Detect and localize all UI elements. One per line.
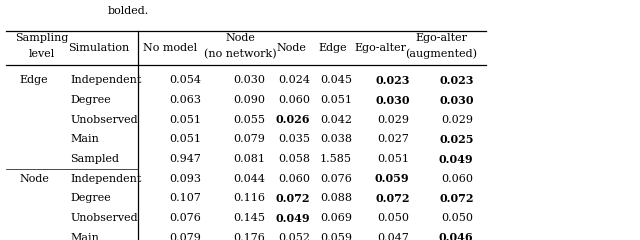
Text: 0.088: 0.088 [320, 193, 352, 204]
Text: 0.060: 0.060 [442, 174, 474, 184]
Text: 0.047: 0.047 [378, 233, 410, 240]
Text: Degree: Degree [70, 193, 111, 204]
Text: Degree: Degree [70, 95, 111, 105]
Text: 0.026: 0.026 [276, 114, 310, 125]
Text: 0.030: 0.030 [234, 75, 266, 85]
Text: Edge: Edge [319, 43, 347, 53]
Text: 0.051: 0.051 [170, 115, 202, 125]
Text: 0.051: 0.051 [170, 134, 202, 144]
Text: 0.044: 0.044 [234, 174, 266, 184]
Text: (augmented): (augmented) [406, 49, 477, 59]
Text: Unobserved: Unobserved [70, 213, 138, 223]
Text: 0.038: 0.038 [320, 134, 352, 144]
Text: 0.069: 0.069 [320, 213, 352, 223]
Text: Node: Node [19, 174, 49, 184]
Text: 0.049: 0.049 [439, 154, 474, 165]
Text: Simulation: Simulation [68, 43, 130, 53]
Text: 0.081: 0.081 [234, 154, 266, 164]
Text: 0.060: 0.060 [278, 95, 310, 105]
Text: 0.023: 0.023 [375, 75, 410, 86]
Text: 0.050: 0.050 [442, 213, 474, 223]
Text: 1.585: 1.585 [320, 154, 352, 164]
Text: 0.093: 0.093 [170, 174, 202, 184]
Text: 0.054: 0.054 [170, 75, 202, 85]
Text: 0.029: 0.029 [378, 115, 410, 125]
Text: 0.051: 0.051 [378, 154, 410, 164]
Text: 0.145: 0.145 [234, 213, 266, 223]
Text: 0.051: 0.051 [320, 95, 352, 105]
Text: Sampled: Sampled [70, 154, 120, 164]
Text: 0.046: 0.046 [439, 232, 474, 240]
Text: Ego-alter: Ego-alter [355, 43, 407, 53]
Text: 0.042: 0.042 [320, 115, 352, 125]
Text: 0.023: 0.023 [439, 75, 474, 86]
Text: 0.050: 0.050 [378, 213, 410, 223]
Text: 0.079: 0.079 [170, 233, 202, 240]
Text: 0.045: 0.045 [320, 75, 352, 85]
Text: Node: Node [276, 43, 306, 53]
Text: 0.025: 0.025 [439, 134, 474, 145]
Text: 0.052: 0.052 [278, 233, 310, 240]
Text: 0.947: 0.947 [170, 154, 202, 164]
Text: Node: Node [225, 33, 255, 43]
Text: 0.049: 0.049 [276, 213, 310, 224]
Text: 0.024: 0.024 [278, 75, 310, 85]
Text: Edge: Edge [19, 75, 48, 85]
Text: 0.107: 0.107 [170, 193, 202, 204]
Text: 0.030: 0.030 [375, 95, 410, 106]
Text: Independent: Independent [70, 174, 142, 184]
Text: 0.058: 0.058 [278, 154, 310, 164]
Text: 0.072: 0.072 [276, 193, 310, 204]
Text: 0.076: 0.076 [320, 174, 352, 184]
Text: 0.030: 0.030 [439, 95, 474, 106]
Text: Unobserved: Unobserved [70, 115, 138, 125]
Text: 0.072: 0.072 [375, 193, 410, 204]
Text: (no network): (no network) [204, 49, 276, 59]
Text: 0.055: 0.055 [234, 115, 266, 125]
Text: 0.035: 0.035 [278, 134, 310, 144]
Text: level: level [28, 49, 55, 59]
Text: 0.079: 0.079 [234, 134, 266, 144]
Text: 0.176: 0.176 [234, 233, 266, 240]
Text: No model: No model [143, 43, 196, 53]
Text: 0.063: 0.063 [170, 95, 202, 105]
Text: 0.060: 0.060 [278, 174, 310, 184]
Text: 0.072: 0.072 [439, 193, 474, 204]
Text: bolded.: bolded. [108, 6, 148, 16]
Text: 0.090: 0.090 [234, 95, 266, 105]
Text: Independent: Independent [70, 75, 142, 85]
Text: 0.076: 0.076 [170, 213, 202, 223]
Text: Main: Main [70, 233, 99, 240]
Text: 0.027: 0.027 [378, 134, 410, 144]
Text: 0.029: 0.029 [442, 115, 474, 125]
Text: 0.059: 0.059 [375, 173, 410, 184]
Text: Ego-alter: Ego-alter [415, 33, 468, 43]
Text: 0.116: 0.116 [234, 193, 266, 204]
Text: 0.059: 0.059 [320, 233, 352, 240]
Text: Sampling: Sampling [15, 33, 68, 43]
Text: Main: Main [70, 134, 99, 144]
